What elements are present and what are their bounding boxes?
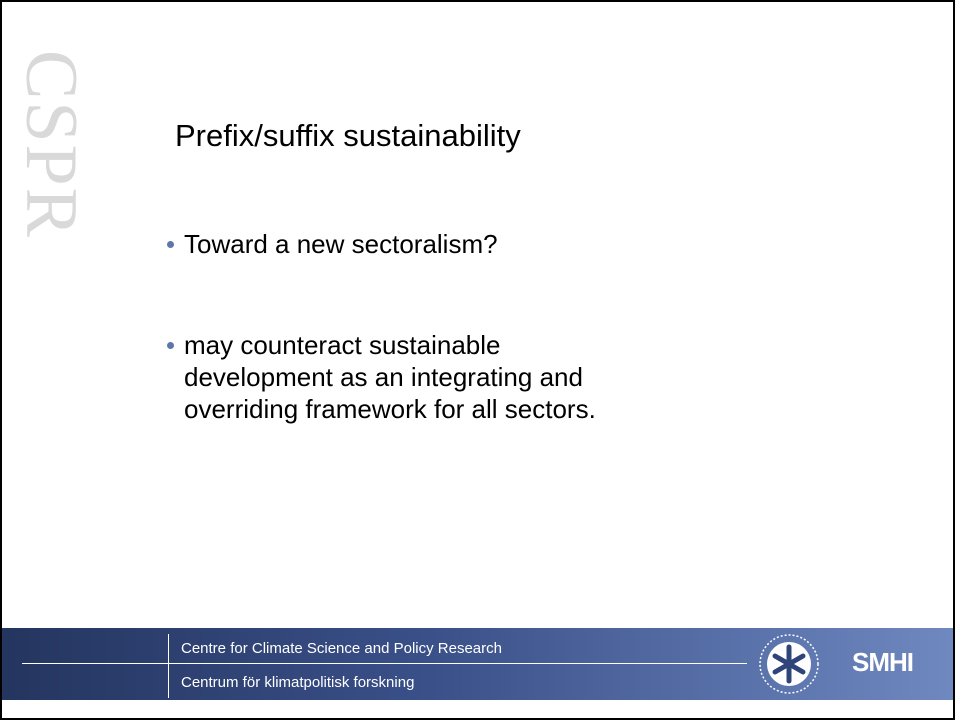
bullet-line: Toward a new sectoralism? (184, 229, 498, 259)
footer-text: Centre for Climate Science and Policy Re… (181, 640, 502, 657)
bullet: Toward a new sectoralism? (167, 228, 498, 260)
logo-text: SMHI (852, 647, 914, 677)
bullet-line: overriding framework for all sectors. (184, 394, 596, 424)
bullet-dot (167, 342, 174, 349)
bullet-line: may counteract sustainable (184, 330, 501, 360)
footer: Centre for Climate Science and Policy Re… (2, 628, 953, 700)
bullet-line: development as an integrating and (184, 362, 583, 392)
divider (22, 663, 747, 664)
university-logo (759, 634, 819, 694)
divider (168, 634, 169, 698)
footer-text: Centrum för klimatpolitisk forskning (181, 674, 415, 691)
slide-title: Prefix/suffix sustainability (175, 118, 521, 153)
bullet: may counteract sustainable development a… (167, 329, 596, 425)
side-mark: CSPR (10, 50, 92, 240)
bullet-dot (167, 241, 174, 248)
